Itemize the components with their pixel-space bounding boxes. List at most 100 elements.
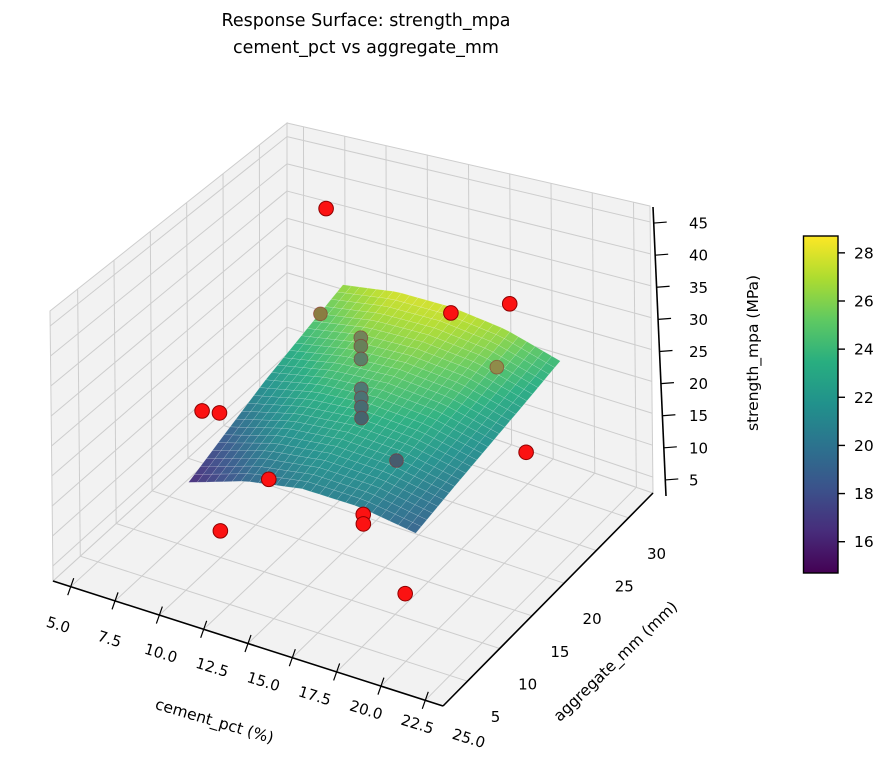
x-tick-mark <box>288 649 296 667</box>
z-tick-mark <box>663 446 677 449</box>
z-tick-mark <box>662 414 676 417</box>
y-tick-label: 20 <box>583 610 602 628</box>
z-tick-mark <box>653 221 667 224</box>
x-tick-mark <box>155 606 163 624</box>
y-tick-mark <box>462 675 473 687</box>
surface-face <box>406 522 422 534</box>
scatter-point-occluded <box>313 306 328 322</box>
x-tick-label: 15.0 <box>245 668 282 695</box>
grid-line-y-floor <box>80 555 468 682</box>
scatter-point <box>397 585 413 602</box>
y-tick-mark <box>526 610 538 622</box>
colorbar-tick-label: 26 <box>854 292 874 310</box>
scatter-points <box>194 200 534 602</box>
colorbar: 16 18 20 22 24 26 28 <box>802 235 874 574</box>
grid-line-z-leftwall <box>51 272 288 477</box>
scatter-point-occluded <box>353 338 369 354</box>
x-tick-label: 20.0 <box>347 697 384 724</box>
y-tick-mark <box>558 577 570 589</box>
z-tick-label: 20 <box>689 375 708 393</box>
grid-line-x-floor <box>291 444 512 659</box>
x-tick-mark <box>333 663 341 681</box>
z-tick-mark <box>665 478 679 481</box>
z-tick-label: 25 <box>689 343 708 361</box>
grid-line-x-floor <box>380 472 596 687</box>
scatter-point <box>211 405 228 421</box>
y-tick-label: 10 <box>518 676 537 694</box>
scatter-point <box>194 403 210 419</box>
z-tick-label: 5 <box>689 471 699 489</box>
colorbar-tick-label: 28 <box>854 244 874 262</box>
grid-line-z-leftwall <box>51 299 288 507</box>
y-tick-label: 15 <box>550 643 569 661</box>
grid-line-z-rightwall <box>286 190 651 287</box>
z-tick-label: 45 <box>689 215 708 233</box>
colorbar-tick-label: 18 <box>854 485 874 503</box>
scatter-point-occluded <box>353 351 369 367</box>
z-tick-mark <box>660 382 674 385</box>
scatter-points-occluded <box>313 306 505 468</box>
grid-line-z-leftwall <box>50 217 288 417</box>
y-tick-label: 5 <box>491 708 501 726</box>
z-tick-label: 35 <box>689 279 708 297</box>
grid-line-x-floor <box>424 486 637 701</box>
x-tick-label: 17.5 <box>296 682 333 709</box>
y-axis-label: aggregate_mm (mm) <box>550 598 682 726</box>
colorbar-tick-label: 20 <box>854 437 874 455</box>
chart-title-line1: Response Surface: strength_mpa <box>221 11 511 31</box>
x-tick-mark <box>111 592 119 610</box>
grid-line-x-floor <box>336 458 554 673</box>
y-tick-label: 30 <box>647 545 666 563</box>
scatter-point <box>443 305 459 321</box>
grid-line-z-rightwall <box>286 163 651 255</box>
colorbar-tick-label: 24 <box>854 341 874 359</box>
grid-line-z-leftwall <box>51 245 288 447</box>
scatter-point-occluded <box>489 359 505 375</box>
x-tick-mark <box>377 677 385 695</box>
x-axis-label: cement_pct (%) <box>153 695 276 748</box>
z-tick-label: 10 <box>689 439 708 457</box>
x-tick-label: 25.0 <box>450 725 487 752</box>
x-tick-label: 12.5 <box>194 654 231 681</box>
x-tick-mark <box>421 691 429 710</box>
z-tick-label: 15 <box>689 407 708 425</box>
scatter-point <box>355 516 372 532</box>
grid-line-y-floor <box>116 523 500 649</box>
x-tick-mark <box>200 620 208 638</box>
scatter-point <box>260 471 277 488</box>
grid-line-z-leftwall <box>50 163 288 357</box>
x-tick-mark <box>67 577 75 596</box>
z-tick-mark <box>656 285 670 288</box>
z-tick-mark <box>655 253 669 256</box>
x-tick-mark <box>244 634 252 653</box>
x-tick-label: 7.5 <box>95 627 123 651</box>
response-surface <box>188 284 561 534</box>
y-tick-mark <box>494 643 506 654</box>
z-tick-label: 40 <box>689 247 708 265</box>
colorbar-bar <box>802 235 839 574</box>
z-axis-label: strength_mpa (MPa) <box>744 275 763 431</box>
scatter-point <box>501 295 518 312</box>
grid-line-z-leftwall <box>52 326 288 537</box>
colorbar-tick-label: 22 <box>854 389 874 407</box>
x-tick-label: 22.5 <box>399 711 436 738</box>
z-tick-mark <box>659 349 673 353</box>
chart-title-line2: cement_pct vs aggregate_mm <box>233 38 499 59</box>
grid-line-z-leftwall <box>52 354 288 567</box>
grid-line-z-leftwall <box>50 190 288 387</box>
z-tick-mark <box>658 317 672 320</box>
y-tick-mark <box>623 512 634 524</box>
z-axis: 5 10 15 20 25 30 35 40 45 strength_mpa (MPa) <box>652 206 763 497</box>
scatter-point-occluded <box>389 453 404 468</box>
y-axis-line <box>442 492 654 707</box>
z-tick-label: 30 <box>689 311 708 329</box>
scatter-point <box>212 523 229 539</box>
grid-line-y-floor <box>151 490 533 617</box>
x-tick-label: 10.0 <box>142 640 179 667</box>
grid-line-z-rightwall <box>286 245 652 350</box>
y-tick-mark <box>590 545 602 556</box>
scatter-point <box>518 444 534 461</box>
scatter-point-occluded <box>354 410 369 426</box>
